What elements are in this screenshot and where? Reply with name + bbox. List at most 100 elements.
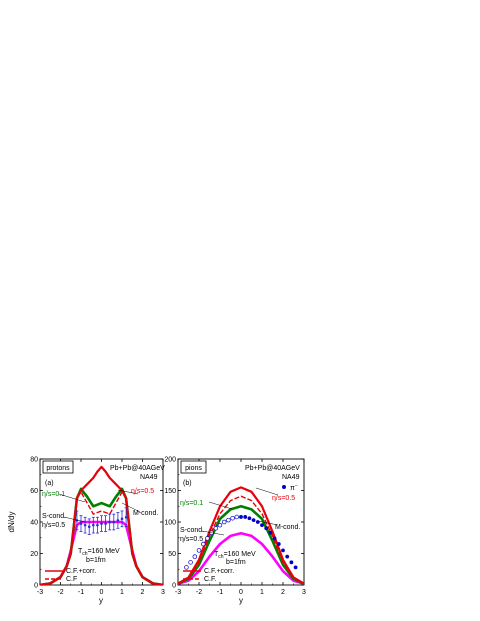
data-point-open-b bbox=[230, 515, 235, 521]
data-point-open-b bbox=[221, 519, 227, 525]
x-axis-title-a: y bbox=[99, 596, 103, 605]
data-point-a bbox=[96, 523, 99, 527]
x-tick-label-a: 2 bbox=[141, 589, 145, 596]
data-point-open-b bbox=[200, 541, 206, 547]
panel-a: -3 -2 -1 0 1 2 3 0 20 40 60 80 dN/dy y protons Pb+P… bbox=[7, 457, 165, 606]
x-tick-label-a: 3 bbox=[161, 589, 165, 596]
x-tick-label-b: 1 bbox=[260, 589, 264, 596]
x-tick-label-a: -1 bbox=[78, 589, 84, 596]
data-point-a bbox=[79, 522, 83, 525]
legend-label-solid-b: C.F.+corr. bbox=[204, 568, 234, 575]
data-point-a bbox=[87, 525, 91, 529]
data-point-a bbox=[108, 520, 111, 524]
s-cond-label-a: S-cond. bbox=[42, 513, 66, 520]
data-point-open-b bbox=[217, 522, 223, 528]
legend-marker-pion-b bbox=[282, 485, 286, 489]
y-tick-label-b: 100 bbox=[164, 520, 176, 527]
experiment-label-b: NA49 bbox=[282, 474, 300, 481]
legend-label-dashed-a: C.F bbox=[66, 576, 77, 583]
legend-label-solid-a: C.F.+corr. bbox=[66, 568, 96, 575]
panel-label-a: (a) bbox=[45, 480, 54, 487]
data-point-filled-b bbox=[260, 523, 264, 528]
species-label-a: protons bbox=[46, 465, 70, 472]
y-tick-label-a: 60 bbox=[30, 488, 38, 495]
data-point-filled-b bbox=[272, 536, 277, 541]
series-line-b-1 bbox=[178, 495, 304, 585]
y-tick-label-b: 0 bbox=[172, 583, 176, 590]
arrow-eta-low-a bbox=[58, 493, 86, 503]
m-cond-label-a: M-cond. bbox=[133, 510, 158, 517]
series-line-b-0 bbox=[178, 486, 304, 585]
data-point-open-b bbox=[192, 554, 198, 559]
arrow-eta-low-b bbox=[208, 501, 233, 510]
system-label-a: Pb+Pb@40AGeV bbox=[110, 465, 165, 472]
m-cond-label-b: M-cond. bbox=[275, 524, 300, 531]
arrow-m-cond-a bbox=[121, 502, 141, 513]
data-point-open-b bbox=[213, 526, 219, 531]
data-point-filled-b bbox=[281, 548, 285, 553]
panel-a-points bbox=[75, 507, 128, 535]
arrow-eta-high-a bbox=[117, 489, 139, 495]
x-tick-label-b: 2 bbox=[281, 589, 285, 596]
s-cond-label-b: S-cond. bbox=[180, 527, 204, 534]
x-tick-label-a: -2 bbox=[57, 589, 63, 596]
panel-label-b: (b) bbox=[183, 480, 192, 487]
data-point-a bbox=[124, 515, 128, 519]
x-tick-label-b: -2 bbox=[196, 589, 202, 596]
arrow-s-cond-b bbox=[201, 530, 225, 536]
data-point-open-b bbox=[188, 560, 193, 565]
data-point-a bbox=[100, 522, 103, 525]
pion-label-b: π− bbox=[290, 483, 298, 492]
x-tick-label-b: -3 bbox=[175, 589, 181, 596]
species-box-a bbox=[42, 460, 74, 474]
system-label-b: Pb+Pb@40AGeV bbox=[245, 465, 300, 472]
x-axis-title-b: y bbox=[239, 596, 243, 605]
y-tick-label-a: 40 bbox=[30, 520, 38, 527]
data-point-filled-b bbox=[264, 526, 269, 531]
data-point-open-b bbox=[205, 536, 210, 541]
y-tick-label-b: 50 bbox=[168, 551, 176, 558]
arrow-m-cond-b bbox=[257, 520, 279, 526]
data-point-filled-b bbox=[293, 565, 298, 570]
series-line-a-0 bbox=[40, 465, 163, 585]
data-point-a bbox=[104, 522, 107, 525]
eta-high-label-a: η/s=0.5 bbox=[131, 488, 154, 495]
x-tick-label-b: 0 bbox=[239, 589, 243, 596]
data-point-open-b bbox=[226, 517, 231, 523]
data-point-filled-b bbox=[251, 518, 256, 523]
y-tick-label-a: 80 bbox=[30, 457, 38, 464]
y-tick-label-b: 150 bbox=[164, 488, 176, 495]
data-point-filled-b bbox=[285, 554, 290, 559]
data-point-filled-b bbox=[255, 520, 260, 524]
y-tick-label-b: 200 bbox=[164, 457, 176, 464]
data-point-open-b bbox=[234, 514, 240, 520]
x-tick-label-b: 3 bbox=[302, 589, 306, 596]
data-point-filled-b bbox=[239, 515, 243, 519]
data-point-open-b bbox=[196, 548, 202, 553]
x-tick-label-a: 0 bbox=[100, 589, 104, 596]
arrow-s-cond-a bbox=[63, 516, 86, 523]
impact-label-a: b=1fm bbox=[86, 557, 106, 564]
experiment-label-a: NA49 bbox=[140, 474, 158, 481]
y-axis-title-a: dN/dy bbox=[7, 512, 16, 533]
s-cond-eta-label-a: η/s=0.5 bbox=[42, 522, 65, 529]
eta-low-label-b: η/s=0.1 bbox=[180, 500, 203, 507]
species-box-b bbox=[180, 460, 207, 474]
data-point-open-b bbox=[184, 565, 189, 570]
arrow-eta-high-b bbox=[255, 487, 279, 496]
tch-label-a: Tch=160 MeV bbox=[78, 548, 120, 557]
x-tick-label-a: 1 bbox=[120, 589, 124, 596]
tch-label-b: Tch=160 MeV bbox=[214, 551, 256, 560]
data-point-a bbox=[120, 517, 124, 521]
data-point-filled-b bbox=[276, 542, 281, 546]
species-label-b: pions bbox=[185, 465, 202, 472]
data-point-filled-b bbox=[243, 515, 248, 519]
data-point-filled-b bbox=[247, 516, 252, 521]
series-line-b-2 bbox=[178, 505, 304, 585]
data-point-a bbox=[92, 523, 95, 527]
data-point-a bbox=[116, 519, 120, 522]
s-cond-eta-label-b: η/s=0.5 bbox=[180, 536, 203, 543]
